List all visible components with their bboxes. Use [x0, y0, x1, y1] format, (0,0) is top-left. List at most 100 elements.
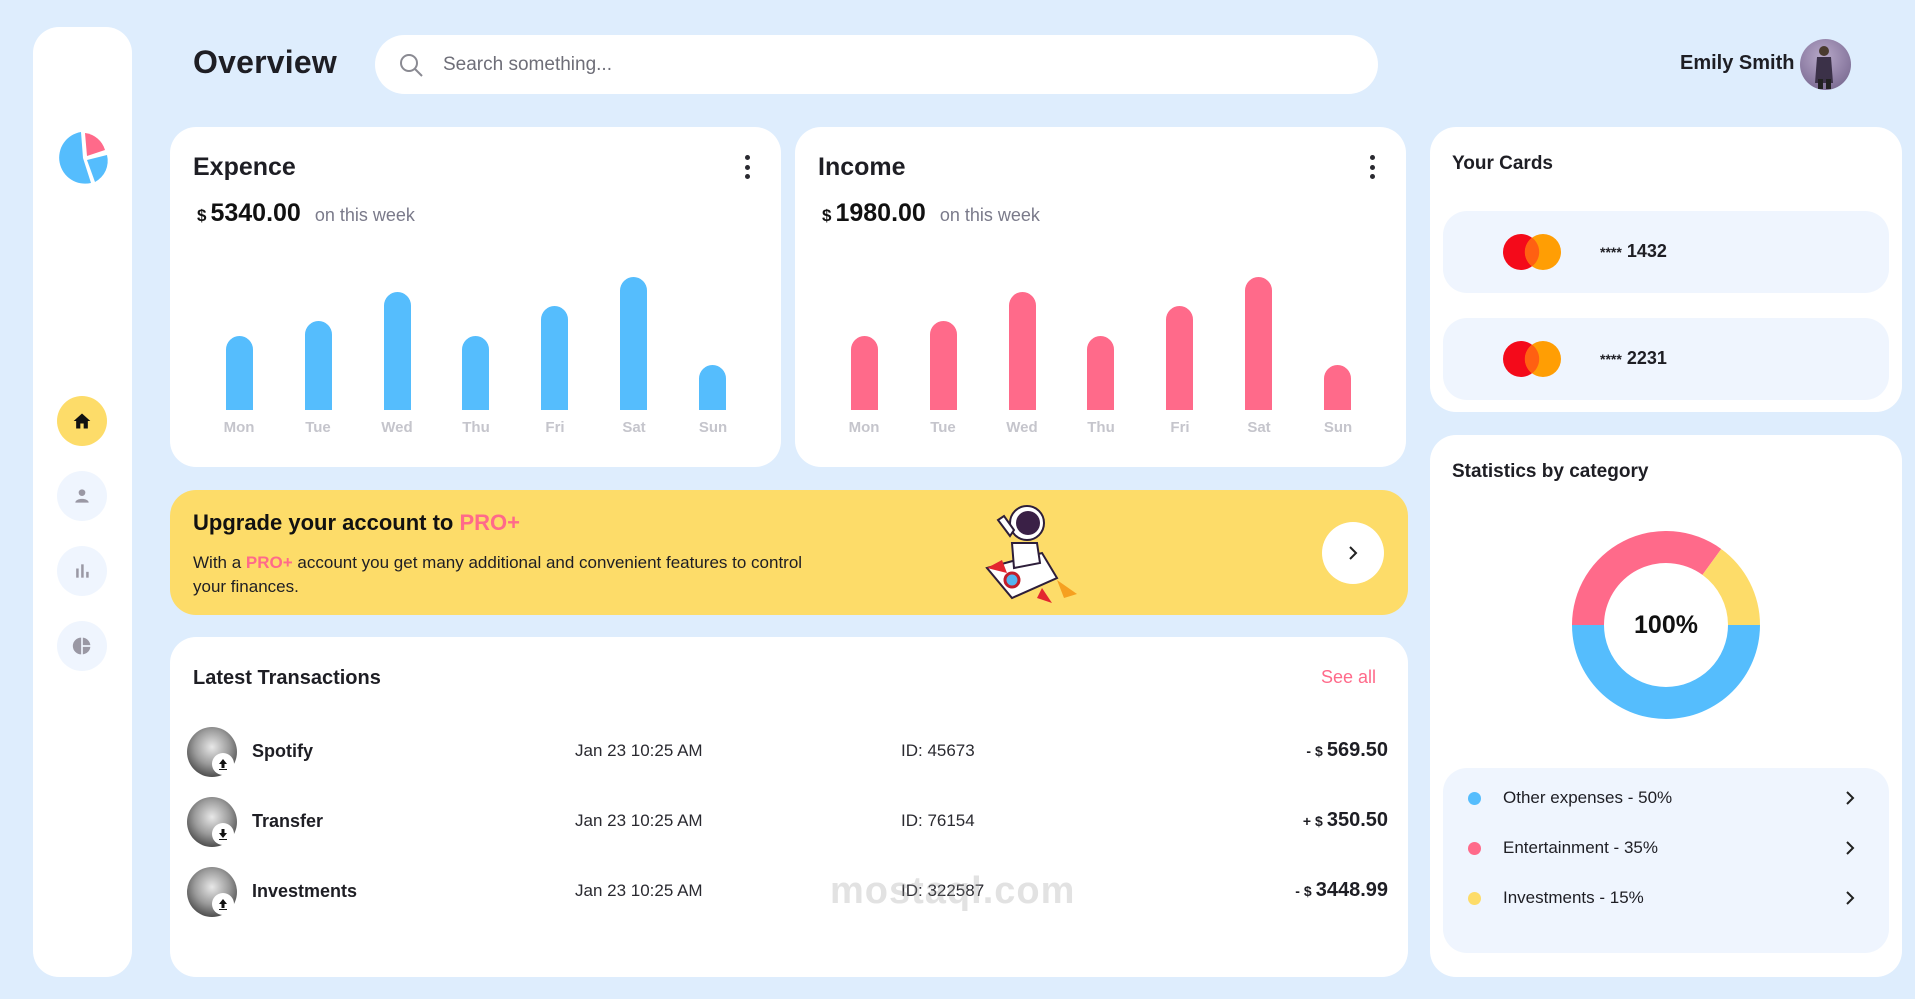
expense-title: Expence [193, 153, 296, 181]
chevron-right-icon [1846, 891, 1855, 905]
bar-mon [851, 336, 878, 410]
astronaut-rocket-icon [985, 505, 1077, 603]
chevron-right-icon [1846, 791, 1855, 805]
table-row[interactable]: Transfer Jan 23 10:25 AM ID: 76154 + $ 3… [170, 795, 1408, 851]
chevron-right-icon [1846, 841, 1855, 855]
transactions-card: Latest Transactions See all Spotify Jan … [170, 637, 1408, 977]
day-label: Sun [698, 419, 728, 436]
transaction-name: Spotify [252, 741, 313, 761]
search-icon [400, 53, 423, 77]
bar-wed [383, 292, 411, 410]
currency-symbol: $ [1315, 743, 1323, 759]
logo-pie-icon [59, 132, 108, 184]
card-last4: 1432 [1626, 241, 1667, 261]
promo-title-highlight: PRO+ [459, 510, 521, 535]
day-label: Wed [1006, 419, 1038, 436]
donut-segment-investments [1702, 548, 1760, 625]
promo-arrow-button[interactable] [1322, 522, 1384, 584]
day-label: Mon [223, 419, 255, 436]
donut-segment-entertainment [1572, 531, 1722, 625]
sidebar-item-home[interactable] [57, 396, 107, 446]
expense-card: Expence $ 5340.00 on this week Mon Tue Wed… [170, 127, 781, 467]
transaction-amount: - $ 569.50 [1306, 739, 1388, 762]
currency-symbol: $ [1315, 813, 1323, 829]
transaction-date: Jan 23 10:25 AM [575, 881, 703, 900]
transaction-id: ID: 76154 [901, 811, 975, 830]
avatar[interactable] [1800, 39, 1851, 90]
download-arrow-icon [212, 823, 234, 845]
bar-tue [929, 321, 957, 410]
sidebar [33, 27, 132, 977]
category-donut-chart [1572, 531, 1760, 719]
card-mask: **** [1600, 351, 1622, 367]
expense-bar-chart [226, 250, 726, 410]
day-label: Tue [930, 419, 956, 436]
sidebar-item-reports[interactable] [57, 621, 107, 671]
income-value: 1980.00 [835, 199, 926, 227]
page-title: Overview [193, 44, 337, 80]
search-bar[interactable] [375, 35, 1378, 94]
promo-text-prefix: With a [193, 553, 246, 572]
day-label: Thu [1087, 419, 1115, 436]
card-last4: 2231 [1626, 348, 1667, 368]
income-day-labels: Mon Tue Wed Thu Fri Sat Sun [841, 419, 1361, 436]
table-row[interactable]: Spotify Jan 23 10:25 AM ID: 45673 - $ 56… [170, 725, 1408, 781]
legend-label: Other expenses - 50% [1503, 788, 1673, 807]
legend-item-entertainment[interactable]: Entertainment - 35% [1443, 828, 1889, 868]
upgrade-banner: Upgrade your account to PRO+ With a PRO+… [170, 490, 1408, 615]
currency-symbol: $ [1303, 883, 1312, 899]
legend-dot-yellow [1468, 892, 1481, 905]
sidebar-item-profile[interactable] [57, 471, 107, 521]
bar-fri [1166, 306, 1194, 410]
amount-sign: - [1306, 743, 1312, 759]
user-name: Emily Smith [1680, 52, 1795, 74]
transactions-title: Latest Transactions [193, 667, 381, 689]
promo-text-suffix: account you get many additional and conv… [193, 553, 803, 596]
income-amount: $ 1980.00 on this week [822, 199, 1040, 228]
legend-item-other-expenses[interactable]: Other expenses - 50% [1443, 778, 1889, 818]
expense-amount: $ 5340.00 on this week [197, 199, 415, 228]
expense-day-labels: Mon Tue Wed Thu Fri Sat Sun [216, 419, 736, 436]
day-label: Mon [848, 419, 880, 436]
more-options-icon[interactable] [1368, 155, 1376, 179]
donut-center-label: 100% [1634, 610, 1698, 639]
promo-text-highlight: PRO+ [245, 553, 293, 572]
sidebar-item-analytics[interactable] [57, 546, 107, 596]
upload-arrow-icon [212, 753, 234, 775]
transaction-date: Jan 23 10:25 AM [575, 741, 703, 760]
transaction-id: ID: 45673 [901, 741, 975, 760]
bank-card-item[interactable]: **** 2231 [1443, 318, 1889, 400]
bar-mon [226, 336, 253, 410]
transaction-amount: - $ 3448.99 [1295, 879, 1388, 902]
card-mask: **** [1600, 244, 1622, 260]
transaction-id: ID: 322587 [901, 881, 985, 900]
day-label: Sat [1247, 419, 1271, 436]
bar-chart-icon [76, 564, 89, 578]
legend-item-investments[interactable]: Investments - 15% [1443, 878, 1889, 918]
legend-label: Investments - 15% [1503, 888, 1644, 907]
bar-sun [698, 365, 726, 410]
promo-description: With a PRO+ account you get many additio… [193, 551, 813, 599]
transaction-name: Investments [252, 881, 358, 901]
see-all-link[interactable]: See all [1320, 667, 1376, 687]
bar-wed [1008, 292, 1036, 410]
bar-tue [304, 321, 332, 410]
day-label: Sat [622, 419, 646, 436]
bar-sat [620, 277, 648, 410]
income-title: Income [818, 153, 906, 181]
bar-thu [1087, 336, 1115, 410]
user-icon [75, 489, 89, 503]
legend-dot-blue [1468, 792, 1481, 805]
search-input[interactable] [443, 53, 1343, 76]
currency-symbol: $ [822, 206, 832, 225]
more-options-icon[interactable] [743, 155, 751, 179]
bank-card-item[interactable]: **** 1432 [1443, 211, 1889, 293]
amount-sign: - [1295, 883, 1300, 899]
expense-period: on this week [314, 205, 415, 225]
table-row[interactable]: Investments Jan 23 10:25 AM ID: 322587 -… [170, 865, 1408, 921]
donut-segment-other-expenses [1572, 625, 1760, 719]
day-label: Fri [545, 419, 565, 436]
currency-symbol: $ [197, 206, 207, 225]
legend-dot-pink [1468, 842, 1481, 855]
amount-value: 569.50 [1326, 739, 1388, 761]
